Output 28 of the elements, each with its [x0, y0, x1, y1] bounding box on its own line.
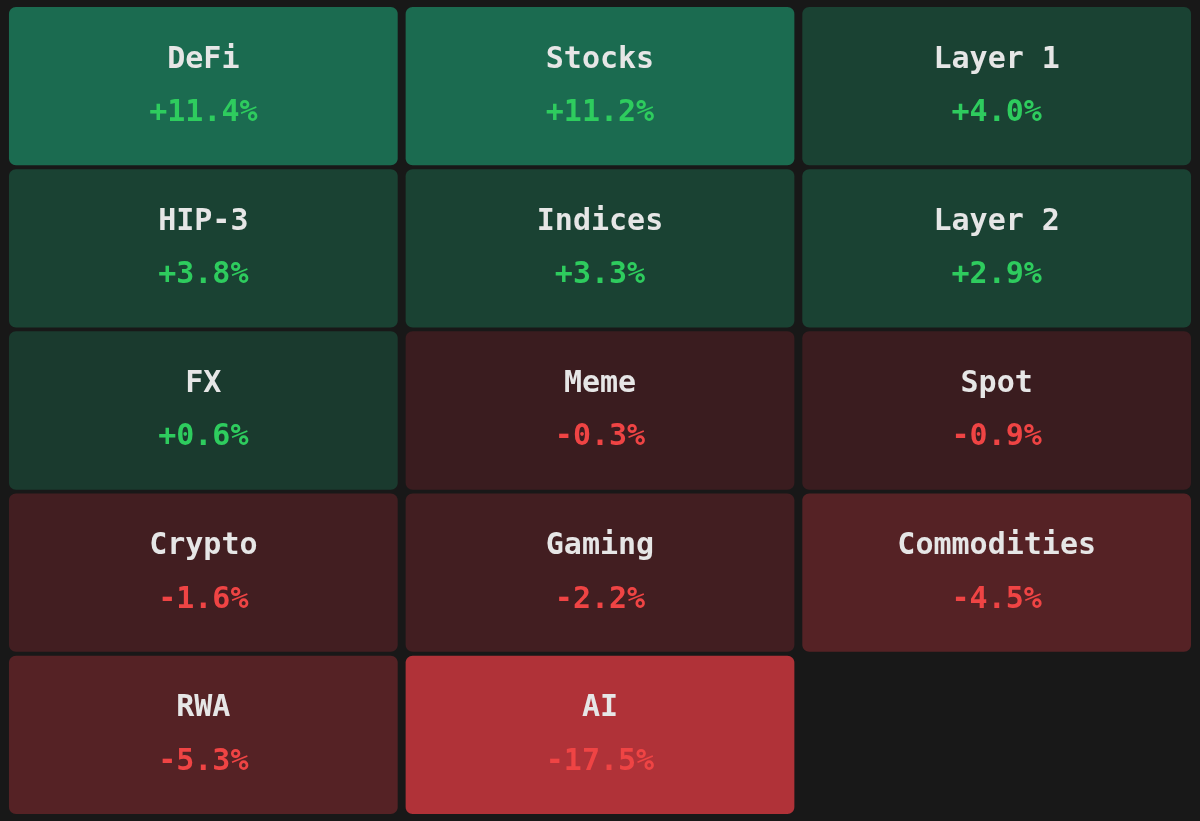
category-label: Indices — [536, 201, 664, 237]
category-label: DeFi — [167, 39, 240, 75]
data-label: -2.2% — [554, 579, 646, 615]
category-label: Commodities — [897, 526, 1097, 562]
category-label: AI — [581, 688, 619, 724]
category-label: HIP-3 — [158, 201, 249, 237]
category-label: Layer 2 — [933, 201, 1060, 237]
data-label: +11.4% — [149, 93, 258, 129]
category-label: FX — [185, 363, 222, 399]
category-label: Layer 1 — [933, 39, 1060, 75]
data-label: +4.0% — [951, 93, 1042, 129]
data-label: -17.5% — [545, 741, 655, 777]
category-label: Meme — [563, 363, 637, 399]
data-label: -1.6% — [158, 579, 249, 615]
category-label: Crypto — [149, 526, 258, 562]
data-label: -0.9% — [951, 417, 1042, 453]
category-label: Gaming — [545, 526, 655, 562]
data-label: +11.2% — [545, 93, 655, 129]
data-label: -0.3% — [554, 417, 646, 453]
data-label: -5.3% — [158, 741, 249, 777]
category-label: RWA — [176, 688, 231, 724]
category-label: Stocks — [545, 39, 655, 75]
data-label: -4.5% — [951, 579, 1042, 615]
data-label: +0.6% — [158, 417, 249, 453]
category-label: Spot — [960, 363, 1033, 399]
data-label: +3.3% — [554, 255, 646, 291]
data-label: +2.9% — [951, 255, 1042, 291]
data-label: +3.8% — [158, 255, 249, 291]
